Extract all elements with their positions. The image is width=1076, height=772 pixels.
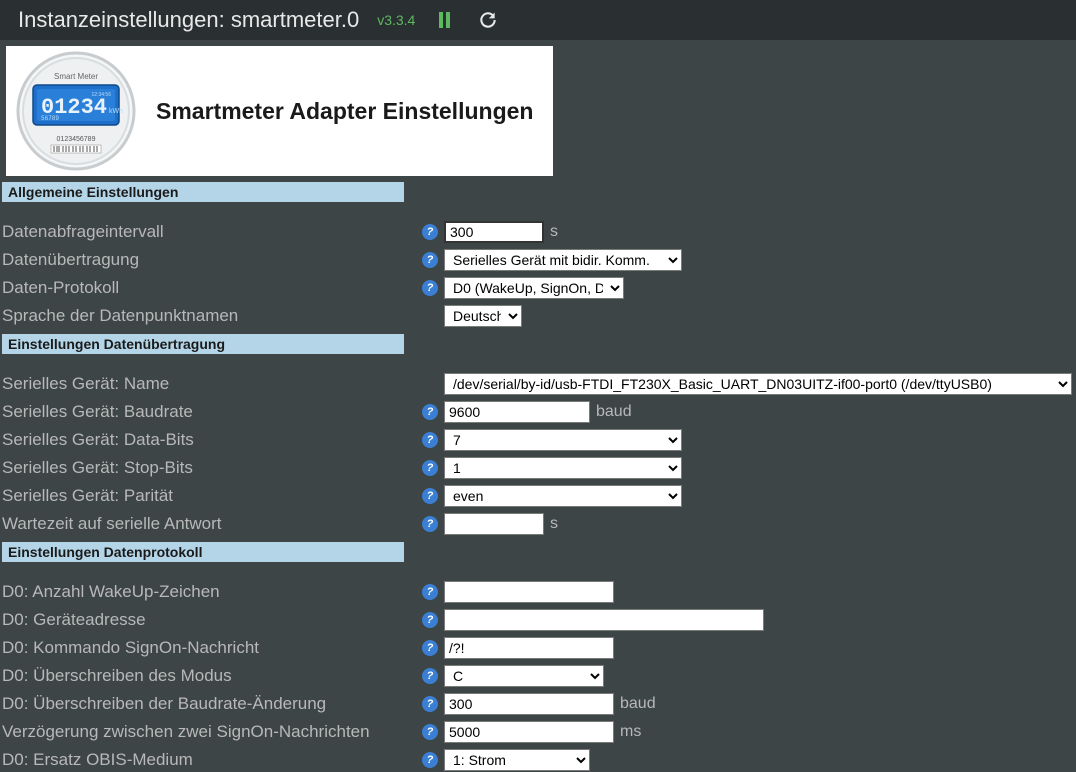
help-icon[interactable]: ? — [422, 640, 438, 656]
row-lang: Sprache der Datenpunktnamen Deutsch — [2, 304, 1076, 328]
help-icon[interactable]: ? — [422, 488, 438, 504]
label-waittime: Wartezeit auf serielle Antwort — [2, 514, 422, 534]
label-stopbits: Serielles Gerät: Stop-Bits — [2, 458, 422, 478]
help-icon[interactable]: ? — [422, 612, 438, 628]
row-wakeup: D0: Anzahl WakeUp-Zeichen ? — [2, 580, 1076, 604]
svg-text:0123456789: 0123456789 — [57, 136, 96, 143]
select-obis[interactable]: 1: Strom — [444, 749, 590, 771]
select-parity[interactable]: even — [444, 485, 682, 507]
row-devaddr: D0: Geräteadresse ? — [2, 608, 1076, 632]
unit-waittime: s — [550, 515, 558, 533]
select-databits[interactable]: 7 — [444, 429, 682, 451]
label-parity: Serielles Gerät: Parität — [2, 486, 422, 506]
label-wakeup: D0: Anzahl WakeUp-Zeichen — [2, 582, 422, 602]
label-baudovr: D0: Überschreiben der Baudrate-Änderung — [2, 694, 422, 714]
label-serial-name: Serielles Gerät: Name — [2, 374, 422, 394]
section-transport: Einstellungen Datenübertragung — [2, 334, 404, 354]
smartmeter-logo: Smart Meter 12:34:56 01234 kWh 56789 012… — [6, 46, 146, 176]
unit-baudovr: baud — [620, 695, 656, 713]
label-modeovr: D0: Überschreiben des Modus — [2, 666, 422, 686]
label-baud: Serielles Gerät: Baudrate — [2, 402, 422, 422]
unit-delay: ms — [620, 723, 641, 741]
help-icon[interactable]: ? — [422, 724, 438, 740]
label-devaddr: D0: Geräteadresse — [2, 610, 422, 630]
help-icon[interactable]: ? — [422, 404, 438, 420]
input-signon[interactable] — [444, 637, 614, 659]
row-signon: D0: Kommando SignOn-Nachricht ? — [2, 636, 1076, 660]
row-modeovr: D0: Überschreiben des Modus ? C — [2, 664, 1076, 688]
svg-text:kWh: kWh — [109, 108, 123, 115]
label-interval: Datenabfrageintervall — [2, 222, 422, 242]
input-interval[interactable] — [444, 221, 544, 243]
help-icon[interactable]: ? — [422, 516, 438, 532]
pause-icon[interactable] — [439, 12, 450, 28]
row-transport: Datenübertragung ? Serielles Gerät mit b… — [2, 248, 1076, 272]
section-general: Allgemeine Einstellungen — [2, 182, 404, 202]
unit-interval: s — [550, 223, 558, 241]
help-icon[interactable]: ? — [422, 280, 438, 296]
row-protocol: Daten-Protokoll ? D0 (WakeUp, SignOn, Da… — [2, 276, 1076, 300]
select-modeovr[interactable]: C — [444, 665, 604, 687]
help-icon[interactable]: ? — [422, 584, 438, 600]
row-obis: D0: Ersatz OBIS-Medium ? 1: Strom — [2, 748, 1076, 772]
row-delay: Verzögerung zwischen zwei SignOn-Nachric… — [2, 720, 1076, 744]
input-delay[interactable] — [444, 721, 614, 743]
label-lang: Sprache der Datenpunktnamen — [2, 306, 422, 326]
help-icon[interactable]: ? — [422, 224, 438, 240]
svg-text:Smart Meter: Smart Meter — [54, 72, 98, 81]
row-baud: Serielles Gerät: Baudrate ? baud — [2, 400, 1076, 424]
help-icon[interactable]: ? — [422, 696, 438, 712]
row-serial-name: Serielles Gerät: Name /dev/serial/by-id/… — [2, 372, 1076, 396]
label-obis: D0: Ersatz OBIS-Medium — [2, 750, 422, 770]
help-icon[interactable]: ? — [422, 668, 438, 684]
row-parity: Serielles Gerät: Parität ? even — [2, 484, 1076, 508]
input-wakeup[interactable] — [444, 581, 614, 603]
row-interval: Datenabfrageintervall ? s — [2, 220, 1076, 244]
header-row: Smart Meter 12:34:56 01234 kWh 56789 012… — [6, 46, 553, 176]
svg-text:56789: 56789 — [41, 115, 59, 122]
settings-title: Smartmeter Adapter Einstellungen — [156, 98, 533, 125]
help-icon[interactable]: ? — [422, 460, 438, 476]
select-lang[interactable]: Deutsch — [444, 305, 522, 327]
help-icon[interactable]: ? — [422, 752, 438, 768]
input-baudovr[interactable] — [444, 693, 614, 715]
select-stopbits[interactable]: 1 — [444, 457, 682, 479]
label-protocol: Daten-Protokoll — [2, 278, 422, 298]
label-signon: D0: Kommando SignOn-Nachricht — [2, 638, 422, 658]
help-icon[interactable]: ? — [422, 432, 438, 448]
top-bar: Instanzeinstellungen: smartmeter.0 v3.3.… — [0, 0, 1076, 40]
row-waittime: Wartezeit auf serielle Antwort ? s — [2, 512, 1076, 536]
select-transport[interactable]: Serielles Gerät mit bidir. Komm. — [444, 249, 682, 271]
unit-baud: baud — [596, 403, 632, 421]
select-protocol[interactable]: D0 (WakeUp, SignOn, Data) — [444, 277, 624, 299]
version-label: v3.3.4 — [377, 12, 415, 28]
section-protocol: Einstellungen Datenprotokoll — [2, 542, 404, 562]
input-baud[interactable] — [444, 401, 590, 423]
label-databits: Serielles Gerät: Data-Bits — [2, 430, 422, 450]
refresh-icon[interactable] — [478, 10, 498, 30]
row-stopbits: Serielles Gerät: Stop-Bits ? 1 — [2, 456, 1076, 480]
input-devaddr[interactable] — [444, 609, 764, 631]
input-waittime[interactable] — [444, 513, 544, 535]
row-baudovr: D0: Überschreiben der Baudrate-Änderung … — [2, 692, 1076, 716]
page-title: Instanzeinstellungen: smartmeter.0 — [18, 7, 359, 33]
select-serial-name[interactable]: /dev/serial/by-id/usb-FTDI_FT230X_Basic_… — [444, 373, 1072, 395]
help-icon[interactable]: ? — [422, 252, 438, 268]
label-delay: Verzögerung zwischen zwei SignOn-Nachric… — [2, 722, 422, 742]
row-databits: Serielles Gerät: Data-Bits ? 7 — [2, 428, 1076, 452]
label-transport: Datenübertragung — [2, 250, 422, 270]
